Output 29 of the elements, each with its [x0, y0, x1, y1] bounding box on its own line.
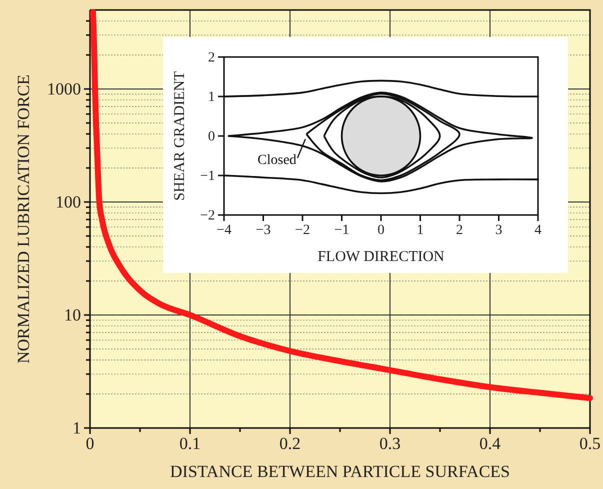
y-tick-label: 100	[56, 192, 81, 212]
x-tick-label: 0	[86, 434, 94, 454]
x-tick-label: −1	[334, 222, 350, 238]
x-axis-title: FLOW DIRECTION	[318, 249, 445, 265]
y-tick-label: 1000	[47, 79, 81, 98]
y-tick-label: −2	[200, 208, 215, 224]
x-tick-label: 1	[416, 222, 424, 238]
x-tick-label: 2	[456, 222, 463, 238]
y-tick-label: 2	[208, 50, 215, 66]
y-axis-title: SHEAR GRADIENT	[172, 71, 188, 201]
y-tick-label: 1	[208, 90, 215, 105]
x-tick-label: 0.4	[479, 434, 502, 454]
x-tick-label: −3	[256, 222, 271, 238]
x-tick-label: 3	[495, 222, 502, 238]
y-tick-label: 10	[64, 305, 81, 324]
annotation: Closed	[258, 153, 296, 168]
x-tick-label: −2	[295, 222, 310, 238]
x-tick-label: 4	[534, 222, 542, 238]
x-tick-label: −4	[216, 222, 232, 238]
y-axis-title: NORMALIZED LUBRICATION FORCE	[14, 74, 33, 364]
x-tick-label: 0.2	[279, 434, 301, 454]
y-tick-label: −1	[200, 168, 215, 184]
y-tick-label: 0	[208, 129, 215, 144]
x-tick-label: 0.5	[579, 434, 601, 454]
x-tick-label: 0.3	[379, 434, 401, 454]
x-tick-label: 0.1	[179, 434, 201, 454]
x-axis-title: DISTANCE BETWEEN PARTICLE SURFACES	[170, 462, 510, 481]
y-tick-label: 1	[72, 418, 81, 438]
x-tick-label: 0	[378, 222, 384, 238]
